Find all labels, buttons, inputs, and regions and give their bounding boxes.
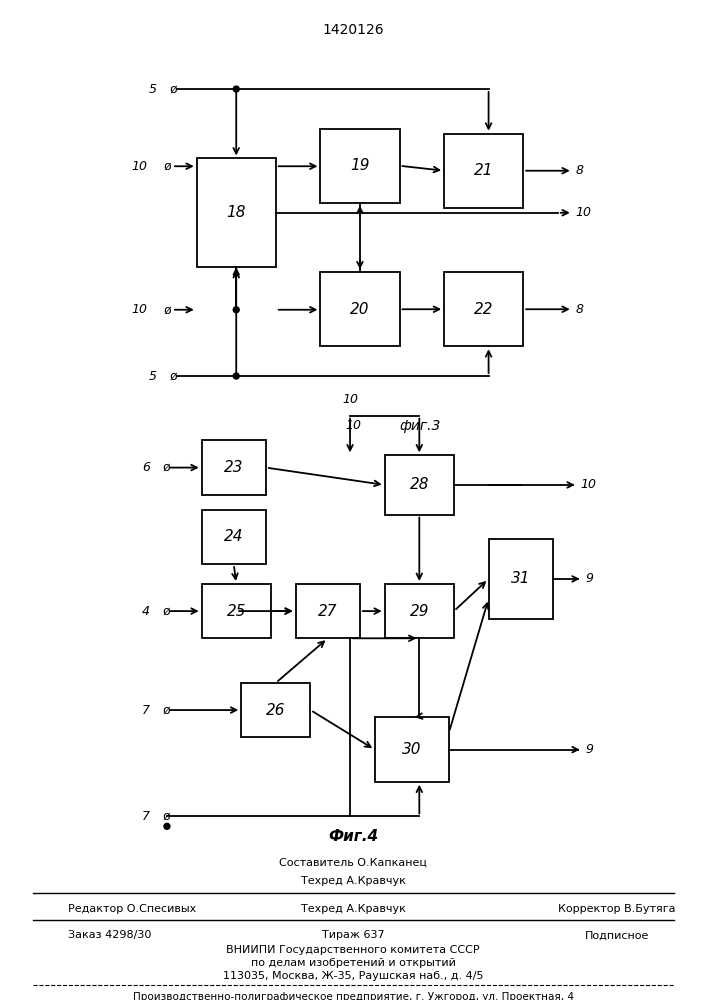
Text: 9: 9 bbox=[585, 743, 594, 756]
Text: Производственно-полиграфическое предприятие, г. Ужгород, ул. Проектная, 4: Производственно-полиграфическое предприя… bbox=[132, 992, 573, 1000]
Text: ø: ø bbox=[170, 370, 177, 383]
Text: Техред А.Кравчук: Техред А.Кравчук bbox=[300, 904, 405, 914]
Text: 30: 30 bbox=[402, 742, 421, 757]
Text: 24: 24 bbox=[224, 529, 243, 544]
FancyBboxPatch shape bbox=[320, 129, 399, 203]
Text: Редактор О.Спесивых: Редактор О.Спесивых bbox=[68, 904, 197, 914]
Text: фиг.3: фиг.3 bbox=[399, 419, 441, 433]
Text: 19: 19 bbox=[350, 158, 370, 173]
Text: 4: 4 bbox=[142, 605, 150, 618]
Text: по делам изобретений и открытий: по делам изобретений и открытий bbox=[250, 958, 455, 968]
Text: Корректор В.Бутяга: Корректор В.Бутяга bbox=[559, 904, 676, 914]
Text: 23: 23 bbox=[224, 460, 243, 475]
Text: ВНИИПИ Государственного комитета СССР: ВНИИПИ Государственного комитета СССР bbox=[226, 945, 480, 955]
FancyBboxPatch shape bbox=[444, 134, 523, 208]
Text: 6: 6 bbox=[142, 461, 150, 474]
Text: 29: 29 bbox=[409, 604, 429, 619]
FancyBboxPatch shape bbox=[241, 683, 310, 737]
FancyBboxPatch shape bbox=[489, 539, 553, 619]
FancyBboxPatch shape bbox=[197, 158, 276, 267]
FancyBboxPatch shape bbox=[201, 584, 271, 638]
Text: ø: ø bbox=[164, 160, 172, 173]
FancyBboxPatch shape bbox=[444, 272, 523, 346]
Text: 7: 7 bbox=[142, 704, 150, 717]
Text: 31: 31 bbox=[511, 571, 530, 586]
Text: 5: 5 bbox=[149, 370, 157, 383]
Text: 10: 10 bbox=[342, 393, 358, 406]
Circle shape bbox=[233, 307, 239, 313]
FancyBboxPatch shape bbox=[201, 440, 266, 495]
FancyBboxPatch shape bbox=[201, 510, 266, 564]
Text: 18: 18 bbox=[226, 205, 246, 220]
FancyBboxPatch shape bbox=[385, 455, 454, 515]
Text: 5: 5 bbox=[149, 83, 157, 96]
Text: 10: 10 bbox=[345, 419, 361, 432]
Text: 21: 21 bbox=[474, 163, 493, 178]
Text: 10: 10 bbox=[575, 206, 592, 219]
Text: 8: 8 bbox=[575, 303, 584, 316]
Text: 25: 25 bbox=[226, 604, 246, 619]
FancyBboxPatch shape bbox=[385, 584, 454, 638]
FancyBboxPatch shape bbox=[375, 717, 449, 782]
Text: ø: ø bbox=[162, 605, 170, 618]
Circle shape bbox=[164, 823, 170, 829]
Text: ø: ø bbox=[162, 461, 170, 474]
Text: 10: 10 bbox=[132, 303, 147, 316]
Text: 8: 8 bbox=[575, 164, 584, 177]
Text: 113035, Москва, Ж-35, Раушская наб., д. 4/5: 113035, Москва, Ж-35, Раушская наб., д. … bbox=[223, 971, 484, 981]
Text: 27: 27 bbox=[318, 604, 337, 619]
Text: Составитель О.Капканец: Составитель О.Капканец bbox=[279, 858, 427, 868]
Text: 9: 9 bbox=[585, 572, 594, 585]
FancyBboxPatch shape bbox=[320, 272, 399, 346]
Circle shape bbox=[233, 373, 239, 379]
Text: Фиг.4: Фиг.4 bbox=[328, 829, 378, 844]
Text: 22: 22 bbox=[474, 302, 493, 317]
Text: ø: ø bbox=[164, 303, 172, 316]
Text: 7: 7 bbox=[142, 810, 150, 823]
Text: Техред А.Кравчук: Техред А.Кравчук bbox=[300, 876, 405, 886]
Text: Подписное: Подписное bbox=[585, 930, 650, 940]
Text: Тираж 637: Тираж 637 bbox=[322, 930, 385, 940]
Text: 10: 10 bbox=[132, 160, 147, 173]
FancyBboxPatch shape bbox=[296, 584, 360, 638]
Text: ø: ø bbox=[162, 810, 170, 823]
Text: Заказ 4298/30: Заказ 4298/30 bbox=[68, 930, 151, 940]
Text: 20: 20 bbox=[350, 302, 370, 317]
Text: 1420126: 1420126 bbox=[322, 23, 384, 37]
Text: 26: 26 bbox=[266, 703, 286, 718]
Text: 10: 10 bbox=[580, 478, 597, 491]
Circle shape bbox=[233, 86, 239, 92]
Text: 28: 28 bbox=[409, 477, 429, 492]
Text: ø: ø bbox=[162, 704, 170, 717]
Text: ø: ø bbox=[170, 83, 177, 96]
